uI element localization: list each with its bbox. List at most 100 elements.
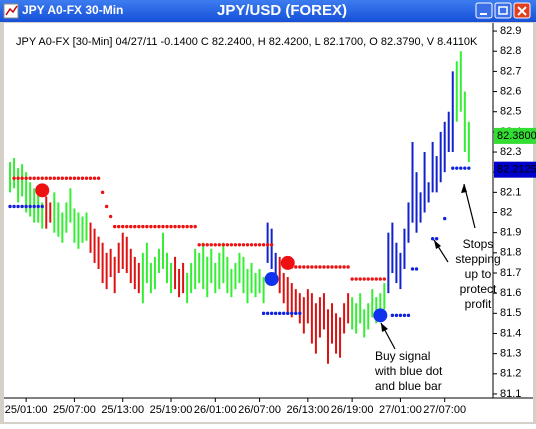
price-tag xyxy=(494,161,536,178)
annotation: protect xyxy=(460,282,497,296)
stop-dot xyxy=(20,204,24,209)
stop-dot xyxy=(294,311,298,316)
stop-dot xyxy=(36,176,40,180)
stop-dot xyxy=(64,176,69,180)
y-tick-label: 82 xyxy=(500,206,512,218)
stop-dot xyxy=(330,265,334,269)
x-tick-label: 25/13:00 xyxy=(101,404,144,416)
chart-header: JPY A0-FX [30-Min] 04/27/11 -0.1400 C 82… xyxy=(16,36,478,48)
price-tag-label: 82.3800 xyxy=(497,130,536,142)
y-tick-label: 82.9 xyxy=(500,25,521,37)
stop-dot xyxy=(378,277,383,281)
stop-dot xyxy=(265,311,270,316)
stop-dot xyxy=(96,176,101,180)
stop-dot xyxy=(36,204,40,209)
x-tick-label: 25/07:00 xyxy=(53,404,96,416)
signal-dot xyxy=(373,308,388,323)
stop-dot xyxy=(173,224,177,229)
stop-dot xyxy=(358,277,362,281)
stop-dot xyxy=(112,224,117,229)
y-tick-label: 82.6 xyxy=(500,85,521,97)
price-tag-label: 82.2125 xyxy=(497,164,536,176)
stop-dot xyxy=(88,176,93,180)
plot-area xyxy=(4,23,493,398)
stop-dot xyxy=(394,313,399,318)
stop-dot xyxy=(430,237,435,241)
stop-dot xyxy=(249,243,254,247)
stop-dot xyxy=(189,224,193,229)
stop-dot xyxy=(193,224,197,229)
stop-dot xyxy=(382,277,387,281)
minimize-button[interactable] xyxy=(475,2,493,19)
stop-dot xyxy=(306,265,310,269)
stop-dot xyxy=(338,265,342,269)
stop-dot xyxy=(40,204,44,209)
x-tick-label: 25/01:00 xyxy=(5,404,48,416)
stop-dot xyxy=(402,313,407,318)
maximize-button[interactable] xyxy=(494,2,512,19)
stop-dot xyxy=(84,176,89,180)
stop-dot xyxy=(459,166,463,170)
stop-dot xyxy=(414,267,419,271)
stop-dot xyxy=(12,176,16,180)
stop-dot xyxy=(269,311,274,316)
stop-dot xyxy=(362,277,366,281)
stop-dot xyxy=(141,224,145,229)
stop-dot xyxy=(451,166,455,170)
stop-dot xyxy=(40,176,44,180)
stop-dot xyxy=(149,224,153,229)
stop-dot xyxy=(60,176,65,180)
stop-dot xyxy=(443,216,447,221)
stop-dot xyxy=(398,313,403,318)
x-tick-label: 27/01:00 xyxy=(379,404,422,416)
stop-dot xyxy=(92,176,97,180)
stop-dot xyxy=(24,176,28,180)
stop-dot xyxy=(217,243,222,247)
arrow-head xyxy=(381,323,388,332)
stop-dot xyxy=(209,243,213,247)
stop-dot xyxy=(157,224,161,229)
annotation: profit xyxy=(465,297,492,311)
stop-dot xyxy=(229,243,234,247)
y-tick-label: 81.3 xyxy=(500,348,521,360)
stop-dot xyxy=(406,313,411,318)
stop-dot xyxy=(322,265,326,269)
x-tick-label: 26/07:00 xyxy=(238,404,281,416)
annotation: and blue bar xyxy=(375,379,442,393)
y-tick-label: 82.7 xyxy=(500,65,521,77)
stop-dot xyxy=(310,265,314,269)
y-tick-label: 82.3 xyxy=(500,146,521,158)
stop-dot xyxy=(302,265,306,269)
signal-dot xyxy=(264,272,279,287)
stop-dot xyxy=(298,311,302,316)
stop-dot xyxy=(342,265,346,269)
stop-dot xyxy=(286,311,290,316)
stop-dot xyxy=(277,311,282,316)
stop-dot xyxy=(117,224,121,229)
window-buttons[interactable] xyxy=(475,2,531,19)
stop-dot xyxy=(48,176,52,180)
maximize-icon xyxy=(498,6,508,15)
stop-dot xyxy=(32,176,36,180)
stop-dot xyxy=(80,176,85,180)
stop-dot xyxy=(455,166,459,170)
stop-dot xyxy=(233,243,238,247)
stop-dot xyxy=(12,204,16,209)
stop-dot xyxy=(68,176,73,180)
price-tag xyxy=(494,127,536,144)
stop-dot xyxy=(257,243,262,247)
signal-dot xyxy=(35,183,50,198)
stop-dot xyxy=(282,311,286,316)
stop-dot xyxy=(265,243,270,247)
x-tick-label: 26/13:00 xyxy=(286,404,329,416)
stop-dot xyxy=(24,204,28,209)
stop-dot xyxy=(133,224,137,229)
x-tick-label: 27/07:00 xyxy=(423,404,466,416)
stop-dot xyxy=(205,243,209,247)
y-tick-label: 82.5 xyxy=(500,106,521,118)
stop-dot xyxy=(16,204,20,209)
y-tick-label: 81.5 xyxy=(500,307,521,319)
stop-dot xyxy=(161,224,165,229)
stop-dot xyxy=(326,265,330,269)
stop-dot xyxy=(52,176,57,180)
